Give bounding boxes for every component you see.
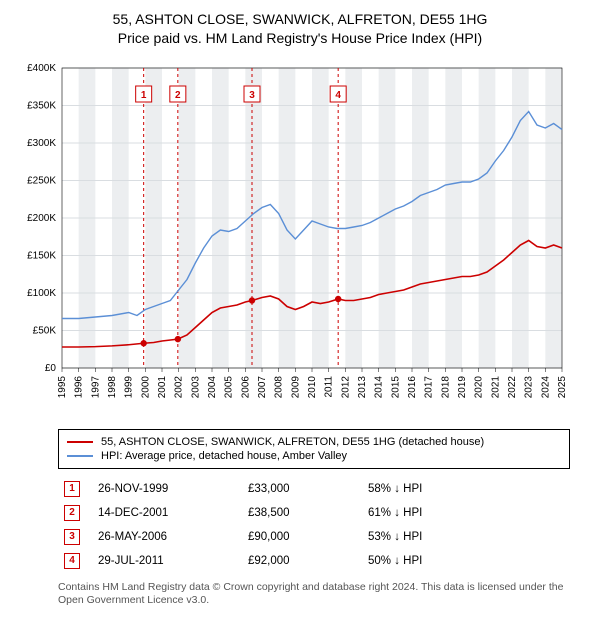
svg-text:2001: 2001 [157,375,168,398]
event-row: 3 26-MAY-2006£90,00053% ↓ HPI [58,525,570,549]
event-date: 29-JUL-2011 [92,549,242,573]
svg-text:£50K: £50K [33,325,57,336]
event-price: £38,500 [242,501,362,525]
chart-title: 55, ASHTON CLOSE, SWANWICK, ALFRETON, DE… [14,10,586,48]
svg-text:2006: 2006 [240,375,251,398]
legend-item: HPI: Average price, detached house, Ambe… [67,449,561,463]
legend-label: HPI: Average price, detached house, Ambe… [101,450,347,462]
svg-text:1996: 1996 [74,375,85,398]
event-marker [335,296,341,302]
legend-swatch [67,441,93,443]
event-marker [249,297,255,303]
event-table: 1 26-NOV-1999£33,00058% ↓ HPI 2 14-DEC-2001… [58,477,570,573]
svg-text:3: 3 [249,90,255,101]
event-delta: 61% ↓ HPI [362,501,570,525]
svg-text:2024: 2024 [540,375,551,398]
svg-text:1: 1 [141,90,147,101]
svg-text:2013: 2013 [357,375,368,398]
legend-item: 55, ASHTON CLOSE, SWANWICK, ALFRETON, DE… [67,435,561,449]
event-marker [140,340,146,346]
legend-label: 55, ASHTON CLOSE, SWANWICK, ALFRETON, DE… [101,436,484,448]
title-line-2: Price paid vs. HM Land Registry's House … [14,29,586,48]
svg-text:2004: 2004 [207,375,218,398]
svg-text:£350K: £350K [27,100,56,111]
chart-svg: £0 £50K £100K £150K £200K £250K £300K £350K £400… [14,56,578,416]
svg-text:2003: 2003 [190,375,201,398]
svg-text:£0: £0 [45,363,57,374]
event-row: 2 14-DEC-2001£38,50061% ↓ HPI [58,501,570,525]
event-delta: 50% ↓ HPI [362,549,570,573]
svg-text:2009: 2009 [290,375,301,398]
svg-text:£150K: £150K [27,250,56,261]
svg-text:2022: 2022 [507,375,518,398]
event-delta: 53% ↓ HPI [362,525,570,549]
event-row: 1 26-NOV-1999£33,00058% ↓ HPI [58,477,570,501]
svg-text:1997: 1997 [90,375,101,398]
svg-text:2008: 2008 [274,375,285,398]
svg-text:£250K: £250K [27,175,56,186]
event-date: 14-DEC-2001 [92,501,242,525]
svg-text:2014: 2014 [374,375,385,398]
svg-text:2007: 2007 [257,375,268,398]
legend-swatch [67,455,93,457]
svg-text:2015: 2015 [390,375,401,398]
title-line-1: 55, ASHTON CLOSE, SWANWICK, ALFRETON, DE… [14,10,586,29]
svg-text:£400K: £400K [27,63,56,74]
event-date: 26-MAY-2006 [92,525,242,549]
svg-text:2025: 2025 [557,375,568,398]
svg-text:4: 4 [335,90,341,101]
svg-text:2017: 2017 [424,375,435,398]
event-price: £92,000 [242,549,362,573]
svg-text:2002: 2002 [174,375,185,398]
svg-text:2000: 2000 [140,375,151,398]
legend: 55, ASHTON CLOSE, SWANWICK, ALFRETON, DE… [58,429,570,469]
event-price: £90,000 [242,525,362,549]
event-index-box: 4 [64,553,80,569]
event-price: £33,000 [242,477,362,501]
svg-text:2018: 2018 [440,375,451,398]
svg-text:2021: 2021 [490,375,501,398]
event-index-box: 3 [64,529,80,545]
svg-text:2019: 2019 [457,375,468,398]
event-date: 26-NOV-1999 [92,477,242,501]
svg-text:2016: 2016 [407,375,418,398]
svg-text:£100K: £100K [27,288,56,299]
svg-text:2011: 2011 [324,375,335,397]
event-row: 4 29-JUL-2011£92,00050% ↓ HPI [58,549,570,573]
event-index-box: 2 [64,505,80,521]
line-chart: £0 £50K £100K £150K £200K £250K £300K £350K £400… [14,56,586,421]
attribution-text: Contains HM Land Registry data © Crown c… [58,581,570,608]
svg-text:1998: 1998 [107,375,118,398]
event-delta: 58% ↓ HPI [362,477,570,501]
svg-text:£300K: £300K [27,138,56,149]
svg-text:2010: 2010 [307,375,318,398]
svg-text:1995: 1995 [57,375,68,398]
event-marker [175,336,181,342]
svg-text:£200K: £200K [27,213,56,224]
svg-text:2012: 2012 [340,375,351,398]
svg-text:2: 2 [175,90,181,101]
svg-text:2023: 2023 [524,375,535,398]
svg-text:2005: 2005 [224,375,235,398]
event-index-box: 1 [64,481,80,497]
svg-text:1999: 1999 [124,375,135,398]
svg-text:2020: 2020 [474,375,485,398]
